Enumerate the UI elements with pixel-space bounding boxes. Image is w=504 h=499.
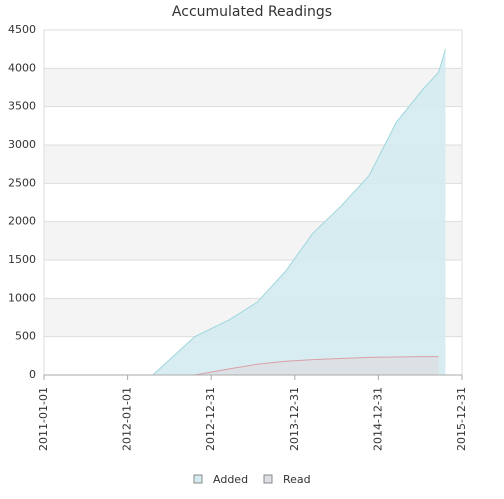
y-tick-label: 3500 (8, 100, 36, 113)
chart-title: Accumulated Readings (172, 4, 332, 20)
legend-label: Read (283, 473, 311, 486)
legend-swatch (193, 474, 203, 484)
y-tick-label: 500 (15, 330, 36, 343)
x-tick-label: 2015-12-31 (455, 387, 468, 451)
line (152, 49, 446, 376)
grid-band (44, 68, 462, 107)
y-tick-label: 4500 (8, 23, 36, 36)
y-tick-label: 1000 (8, 291, 36, 304)
legend-swatch (263, 474, 273, 484)
x-tick-label: 2012-12-31 (204, 387, 217, 451)
y-tick-label: 3000 (8, 138, 36, 151)
y-tick-label: 2000 (8, 215, 36, 228)
legend-label: Added (213, 473, 248, 486)
x-tick-label: 2012-01-01 (121, 387, 134, 451)
x-tick-label: 2011-01-01 (37, 387, 50, 451)
x-tick-label: 2014-12-31 (371, 387, 384, 451)
y-tick-label: 0 (29, 368, 36, 381)
line (194, 356, 439, 376)
x-tick-label: 2013-12-31 (288, 387, 301, 451)
y-tick-label: 2500 (8, 176, 36, 189)
y-tick-label: 1500 (8, 253, 36, 266)
y-tick-label: 4000 (8, 61, 36, 74)
area (194, 356, 439, 375)
area (152, 49, 446, 376)
